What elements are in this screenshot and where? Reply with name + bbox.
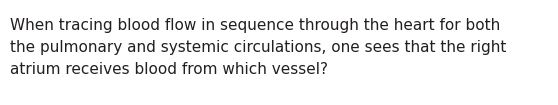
Text: the pulmonary and systemic circulations, one sees that the right: the pulmonary and systemic circulations,… — [10, 40, 506, 55]
Text: atrium receives blood from which vessel?: atrium receives blood from which vessel? — [10, 62, 328, 77]
Text: When tracing blood flow in sequence through the heart for both: When tracing blood flow in sequence thro… — [10, 18, 501, 33]
